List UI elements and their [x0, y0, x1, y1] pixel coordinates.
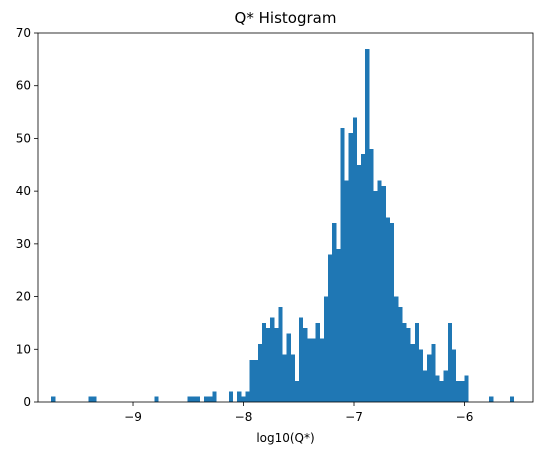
x-tick-label: −6	[456, 410, 474, 424]
histogram-bar	[398, 307, 403, 402]
histogram-bar	[88, 396, 93, 402]
histogram-bar	[191, 396, 196, 402]
histogram-bar	[344, 180, 349, 402]
histogram-bar	[323, 296, 329, 402]
histogram-bar	[237, 391, 242, 402]
x-tick-label: −9	[124, 410, 142, 424]
histogram-bar	[369, 148, 374, 402]
histogram-bar	[340, 127, 345, 402]
y-tick-label: 50	[16, 131, 31, 145]
histogram-bar	[435, 375, 440, 402]
x-axis-label: log10(Q*)	[256, 431, 314, 445]
histogram-bar	[154, 396, 159, 402]
histogram-bar	[456, 380, 461, 402]
histogram-bar	[204, 396, 209, 402]
y-tick-label: 20	[16, 290, 31, 304]
histogram-bar	[249, 359, 254, 402]
histogram-bar	[509, 396, 514, 402]
histogram-bar	[332, 222, 337, 402]
histogram-bar	[431, 344, 436, 402]
histogram-bar	[418, 349, 424, 402]
histogram-bar	[92, 396, 97, 402]
histogram-bar	[443, 370, 448, 402]
histogram-bar	[352, 117, 357, 402]
histogram-bar	[381, 185, 386, 402]
histogram-bars	[51, 48, 514, 403]
histogram-bar	[328, 254, 333, 402]
histogram-bar	[278, 307, 283, 402]
histogram-bar	[439, 380, 444, 402]
y-tick-label: 30	[16, 237, 31, 251]
histogram-bar	[410, 344, 415, 402]
x-tick-label: −7	[345, 410, 363, 424]
histogram-bar	[195, 396, 200, 402]
histogram-bar	[361, 154, 366, 402]
y-tick-label: 10	[16, 342, 31, 356]
histogram-bar	[373, 191, 378, 402]
histogram-bar	[336, 249, 341, 402]
histogram-bar	[266, 328, 271, 402]
histogram-bar	[394, 296, 399, 402]
histogram-bar	[294, 380, 300, 402]
histogram-bar	[257, 344, 262, 402]
histogram-bar	[423, 370, 428, 402]
y-tick-label: 0	[23, 395, 31, 409]
histogram-bar	[427, 354, 432, 402]
histogram-bar	[319, 338, 324, 402]
histogram-bar	[307, 338, 312, 402]
histogram-bar	[187, 396, 192, 402]
histogram-bar	[274, 328, 279, 402]
histogram-bar	[212, 391, 217, 402]
histogram-bar	[315, 322, 320, 402]
histogram-bar	[464, 375, 469, 402]
histogram-bar	[390, 222, 395, 402]
histogram-bar	[241, 396, 246, 402]
histogram-bar	[208, 396, 213, 402]
histogram-bar	[303, 328, 308, 402]
histogram-bar	[402, 322, 407, 402]
axes: −9 −8 −7 −6 0 10 20 30 40 50 60 70	[16, 26, 534, 424]
histogram-bar	[261, 322, 267, 402]
histogram-bar	[228, 391, 234, 402]
histogram-bar	[282, 354, 287, 402]
histogram-bar	[406, 328, 411, 402]
histogram-bar	[385, 217, 390, 402]
histogram-bar	[311, 338, 316, 402]
histogram-bar	[377, 180, 382, 402]
histogram-bar	[51, 396, 56, 402]
histogram-bar	[447, 322, 452, 402]
y-tick-label: 70	[16, 26, 31, 40]
x-tick-label: −8	[235, 410, 253, 424]
y-tick-label: 60	[16, 79, 31, 93]
histogram-bar	[286, 333, 291, 402]
y-tick-label: 40	[16, 184, 31, 198]
chart-title: Q* Histogram	[235, 9, 337, 27]
histogram-bar	[253, 359, 258, 402]
histogram-bar	[356, 164, 362, 402]
plot-frame	[37, 32, 534, 403]
histogram-bar	[451, 349, 457, 402]
histogram-bar	[245, 391, 250, 402]
histogram-bar	[365, 48, 370, 403]
histogram-bar	[299, 317, 304, 402]
histogram-bar	[489, 396, 494, 402]
histogram-bar	[270, 317, 275, 402]
histogram-bar	[290, 354, 295, 402]
histogram-bar	[348, 133, 353, 402]
histogram-bar	[460, 380, 465, 402]
histogram-bar	[414, 322, 419, 402]
